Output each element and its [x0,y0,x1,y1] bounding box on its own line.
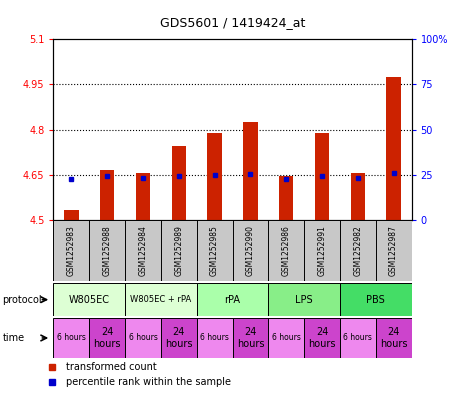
Bar [207,133,222,220]
Text: GSM1252988: GSM1252988 [103,225,112,276]
Bar [136,173,150,220]
Bar [232,318,268,358]
Text: percentile rank within the sample: percentile rank within the sample [66,377,231,387]
Text: GSM1252986: GSM1252986 [282,225,291,276]
Text: 6 hours: 6 hours [200,334,229,342]
Text: protocol: protocol [2,295,42,305]
Text: rPA: rPA [225,295,240,305]
Bar [89,318,125,358]
Text: 6 hours: 6 hours [272,334,301,342]
Text: PBS: PBS [366,295,385,305]
Text: GSM1252987: GSM1252987 [389,225,398,276]
Text: 6 hours: 6 hours [128,334,158,342]
Text: GSM1252982: GSM1252982 [353,225,362,276]
Bar [243,122,258,220]
Bar [125,318,161,358]
Text: GSM1252989: GSM1252989 [174,225,183,276]
Bar [161,318,197,358]
Text: 24
hours: 24 hours [308,327,336,349]
Text: 24
hours: 24 hours [237,327,264,349]
Text: GDS5601 / 1419424_at: GDS5601 / 1419424_at [160,17,305,29]
Text: time: time [2,333,25,343]
Text: GSM1252990: GSM1252990 [246,225,255,276]
Bar [315,133,329,220]
Text: GSM1252983: GSM1252983 [67,225,76,276]
Bar [268,283,340,316]
Text: 6 hours: 6 hours [57,334,86,342]
Text: LPS: LPS [295,295,313,305]
Bar [125,283,197,316]
Bar [100,170,114,220]
Text: 24
hours: 24 hours [380,327,407,349]
Bar [376,318,412,358]
Bar [53,318,89,358]
Bar [268,318,304,358]
Text: 6 hours: 6 hours [343,334,372,342]
Text: GSM1252985: GSM1252985 [210,225,219,276]
Bar [340,283,412,316]
Bar [197,318,232,358]
Bar [197,283,268,316]
Bar [64,209,79,220]
Text: W805EC: W805EC [69,295,110,305]
Bar [386,77,401,220]
Text: GSM1252984: GSM1252984 [139,225,147,276]
Text: W805EC + rPA: W805EC + rPA [130,295,192,304]
Text: 24
hours: 24 hours [165,327,193,349]
Text: GSM1252991: GSM1252991 [318,225,326,276]
Bar [304,318,340,358]
Bar [53,283,125,316]
Text: transformed count: transformed count [66,362,157,372]
Bar [172,146,186,220]
Text: 24
hours: 24 hours [93,327,121,349]
Bar [279,176,293,220]
Bar [351,173,365,220]
Bar [340,318,376,358]
